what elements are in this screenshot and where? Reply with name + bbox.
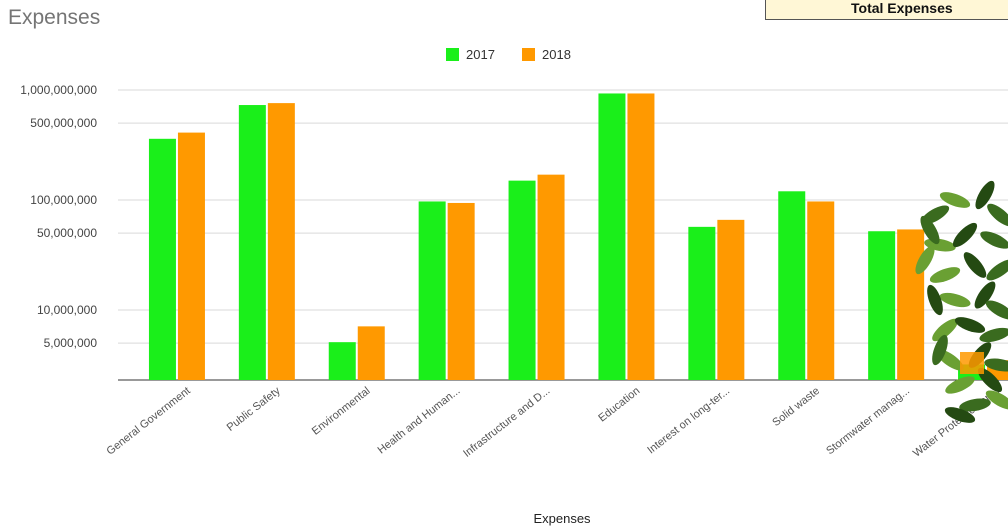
x-category-label: Infrastructure and D... xyxy=(461,385,552,460)
leaf-shape xyxy=(938,290,972,310)
leaf-shape xyxy=(960,249,990,281)
x-axis-title: Expenses xyxy=(533,511,591,526)
bar-2018-2[interactable] xyxy=(358,326,385,380)
bar-2018-5[interactable] xyxy=(627,93,654,380)
y-tick-label: 100,000,000 xyxy=(30,193,97,207)
bar-2018-6[interactable] xyxy=(717,220,744,380)
bar-2018-0[interactable] xyxy=(178,133,205,380)
bar-2018-7[interactable] xyxy=(807,201,834,380)
partially-hidden-bar xyxy=(960,352,984,374)
leaf-foliage-icon xyxy=(912,178,1008,426)
legend-swatch-2017 xyxy=(446,48,459,61)
bar-2017-5[interactable] xyxy=(598,93,625,380)
bar-2018-8[interactable] xyxy=(897,229,924,380)
bar-2018-1[interactable] xyxy=(268,103,295,380)
x-category-label: Interest on long-ter... xyxy=(645,385,732,457)
bar-2017-1[interactable] xyxy=(239,105,266,380)
y-tick-label: 5,000,000 xyxy=(44,336,98,350)
leaf-shape xyxy=(978,228,1008,252)
bar-2018-3[interactable] xyxy=(448,203,475,380)
y-tick-label: 1,000,000,000 xyxy=(20,83,97,97)
bar-2017-6[interactable] xyxy=(688,227,715,380)
x-category-label: Stormwater manag... xyxy=(824,385,912,457)
x-category-label: Solid waste xyxy=(770,385,822,429)
bars xyxy=(149,93,1008,380)
leaf-shape xyxy=(953,314,987,336)
leaf-shape xyxy=(949,219,980,250)
bar-2017-3[interactable] xyxy=(419,201,446,380)
legend-swatch-2018 xyxy=(522,48,535,61)
legend-label-2017: 2017 xyxy=(466,47,495,62)
leaf-shape xyxy=(984,200,1008,230)
x-category-label: Public Safety xyxy=(225,385,283,434)
y-tick-label: 10,000,000 xyxy=(37,303,97,317)
y-axis-ticks: 5,000,000 10,000,000 50,000,000 100,000,000… xyxy=(20,83,97,350)
bar-2017-8[interactable] xyxy=(868,231,895,380)
bar-2017-2[interactable] xyxy=(329,342,356,380)
x-category-label: Environmental xyxy=(310,385,373,438)
bar-2017-0[interactable] xyxy=(149,139,176,380)
x-category-label: Education xyxy=(596,385,642,425)
legend-label-2018: 2018 xyxy=(542,47,571,62)
x-category-label: General Government xyxy=(104,385,192,458)
bar-2017-7[interactable] xyxy=(778,191,805,380)
x-category-label: Health and Human... xyxy=(376,385,463,457)
x-axis-categories: General Government Public Safety Environme… xyxy=(104,385,1001,460)
legend: 2017 2018 xyxy=(446,47,571,62)
leaf-shape xyxy=(983,256,1008,284)
bar-2017-4[interactable] xyxy=(509,181,536,380)
bar-2018-4[interactable] xyxy=(538,175,565,380)
leaf-shape xyxy=(928,264,962,286)
y-tick-label: 50,000,000 xyxy=(37,226,97,240)
y-tick-label: 500,000,000 xyxy=(30,116,97,130)
